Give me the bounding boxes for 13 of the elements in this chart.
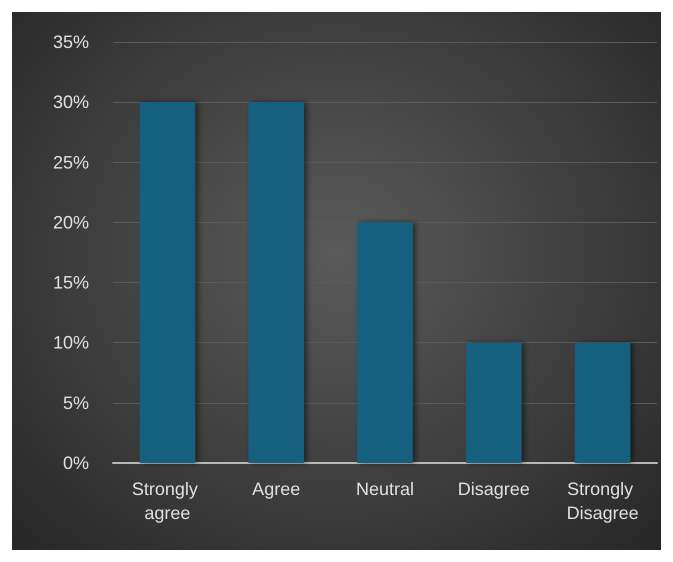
- y-tick-label: 15%: [52, 272, 89, 293]
- y-tick-label: 20%: [52, 212, 89, 232]
- x-tick-label: Neutral: [356, 479, 414, 499]
- y-tick-label: 30%: [52, 92, 89, 112]
- y-tick-label: 0%: [62, 453, 89, 473]
- x-tick-label: Strongly agree: [132, 479, 203, 523]
- x-tick-label: Strongly Disagree: [566, 479, 639, 523]
- y-tick-label: 10%: [52, 332, 89, 353]
- y-tick-label: 35%: [52, 32, 89, 52]
- x-tick-label: Agree: [252, 479, 300, 499]
- y-tick-label: 25%: [52, 152, 89, 172]
- y-tick-label: 5%: [62, 392, 89, 413]
- x-tick-label: Disagree: [458, 479, 530, 499]
